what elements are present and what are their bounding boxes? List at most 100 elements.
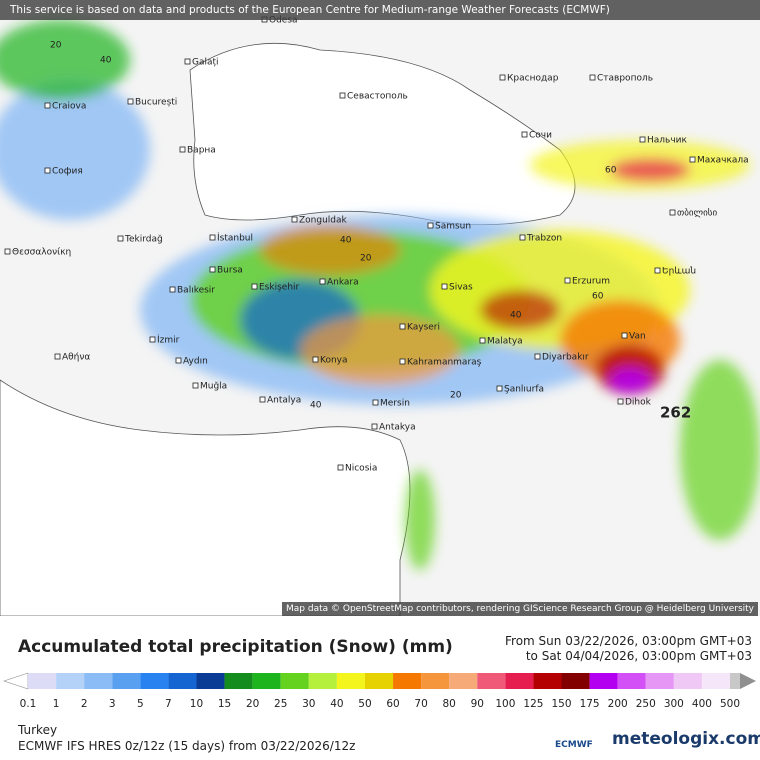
colorbar-label: 300 (664, 698, 684, 710)
colorbar-under (3, 672, 29, 690)
colorbar-label: 10 (190, 698, 203, 710)
colorbar-bin (617, 673, 646, 689)
city-marker (184, 58, 191, 65)
contour-label: 20 (450, 391, 462, 401)
colorbar-bin (561, 673, 590, 689)
colorbar-bin (84, 673, 113, 689)
city-marker (372, 399, 379, 406)
city-label: București (135, 98, 177, 108)
city-label: Van (629, 332, 646, 342)
city-label: Tekirdağ (124, 235, 163, 245)
colorbar-bin (28, 673, 57, 689)
city-label: Сочи (529, 131, 552, 141)
city-label: Balıkesir (177, 286, 215, 296)
city-marker (427, 222, 434, 229)
colorbar-bin (673, 673, 702, 689)
colorbar-label: 7 (165, 698, 172, 710)
colorbar-bin (421, 673, 450, 689)
city-marker (339, 92, 346, 99)
city-marker (312, 356, 319, 363)
map: Odesa Galați Craiova București Севастополь Кр… (0, 0, 760, 616)
colorbar-label: 90 (471, 698, 484, 710)
city-marker (534, 353, 541, 360)
contour-label: 60 (592, 292, 604, 302)
city-label: Eskişehir (259, 283, 300, 293)
contour-label: 40 (340, 236, 352, 246)
city-label: Севастополь (347, 92, 408, 102)
city-label: Mersin (380, 399, 410, 409)
city-marker (399, 323, 406, 330)
city-marker (259, 396, 266, 403)
city-marker (621, 332, 628, 339)
city-label: Şanlıurfa (504, 385, 544, 395)
city-label: Θεσσαλονίκη (12, 248, 71, 258)
colorbar-bin (505, 673, 534, 689)
legend-title: Accumulated total precipitation (Snow) (… (18, 637, 453, 657)
colorbar-label: 1 (53, 698, 60, 710)
colorbar-label: 2 (81, 698, 88, 710)
city-label: Galați (192, 58, 219, 68)
city-label: Kahramanmaraş (407, 358, 482, 368)
city-marker (44, 102, 51, 109)
city-marker (179, 146, 186, 153)
city-label: Нальчик (647, 136, 688, 146)
city-marker (169, 286, 176, 293)
city-marker (209, 266, 216, 273)
map-attribution: Map data © OpenStreetMap contributors, r… (282, 602, 758, 616)
contour-label: 40 (310, 401, 322, 411)
city-marker (54, 353, 61, 360)
city-label: Варна (187, 146, 216, 156)
city-label: Zonguldak (299, 216, 348, 226)
colorbar-bin (196, 673, 225, 689)
colorbar-label: 20 (246, 698, 259, 710)
city-marker (44, 167, 51, 174)
city-label: Trabzon (526, 234, 562, 244)
colorbar-bin (701, 673, 730, 689)
city-label: Antalya (267, 396, 301, 406)
city-label: Bursa (217, 266, 243, 276)
city-label: Diyarbakır (542, 353, 589, 363)
city-marker (209, 234, 216, 241)
colorbar-bin (140, 673, 169, 689)
map-labels: Odesa Galați Craiova București Севастополь Кр… (4, 16, 749, 474)
contour-label: 20 (360, 254, 372, 264)
city-marker (175, 357, 182, 364)
colorbar-bin (112, 673, 141, 689)
city-marker (192, 382, 199, 389)
city-label: Sivas (449, 283, 473, 293)
city-label: Ставрополь (597, 74, 653, 84)
colorbar-label: 15 (218, 698, 231, 710)
city-marker (564, 277, 571, 284)
city-label: Konya (320, 356, 348, 366)
city-label: თბილისი (677, 208, 717, 219)
colorbar-bin (393, 673, 422, 689)
contour-label: 40 (510, 311, 522, 321)
city-label: Antakya (379, 423, 416, 433)
city-marker (589, 74, 596, 81)
city-label: Nicosia (345, 464, 377, 474)
colorbar-label: 3 (109, 698, 116, 710)
city-marker (499, 74, 506, 81)
city-marker (519, 234, 526, 241)
data-notice: This service is based on data and produc… (0, 0, 760, 20)
city-label: Samsun (435, 222, 471, 232)
colorbar-label: 200 (608, 698, 628, 710)
city-marker (639, 136, 646, 143)
colorbar-bin (589, 673, 618, 689)
city-marker (337, 464, 344, 471)
colorbar-label: 0.1 (20, 698, 37, 710)
city-marker (479, 337, 486, 344)
contour-label: 60 (605, 166, 617, 176)
colorbar-bin (56, 673, 85, 689)
city-marker (149, 336, 156, 343)
period-from: From Sun 03/22/2026, 03:00pm GMT+03 (505, 634, 752, 648)
colorbar-over (740, 673, 756, 689)
colorbar-label: 5 (137, 698, 144, 710)
city-marker (319, 278, 326, 285)
city-marker (117, 235, 124, 242)
colorbar-label: 175 (580, 698, 600, 710)
colorbar-label: 400 (692, 698, 712, 710)
city-label: Erzurum (572, 277, 610, 287)
city-label: Craiova (52, 102, 86, 112)
